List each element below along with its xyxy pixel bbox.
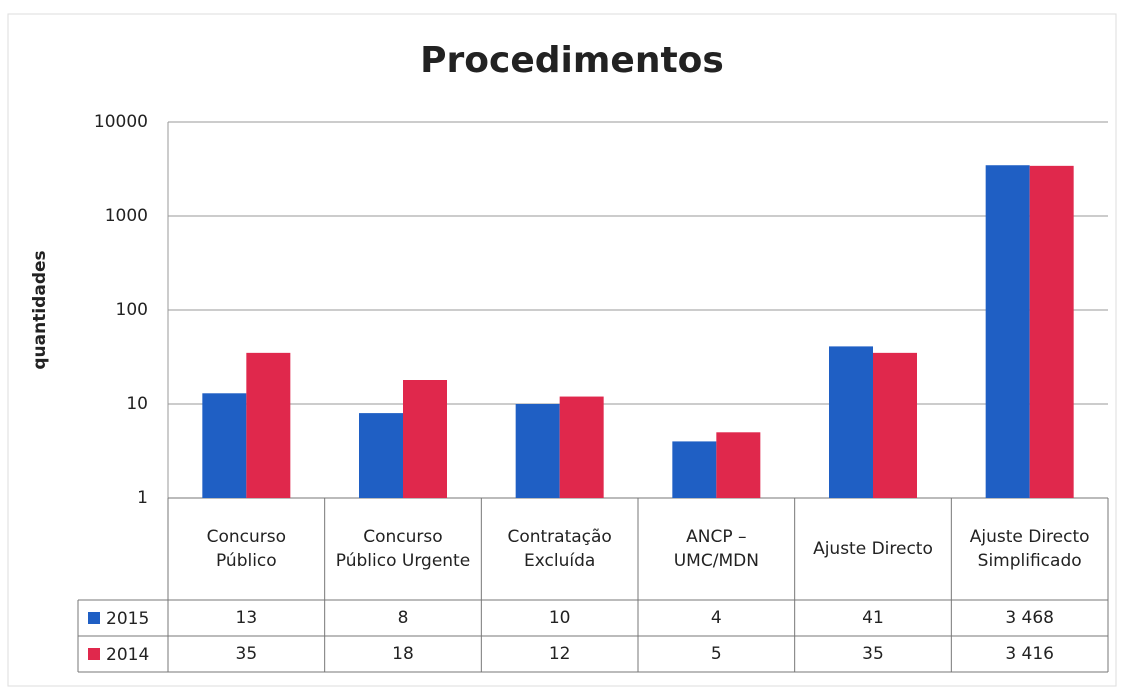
bar [985,165,1030,499]
bar [359,413,403,498]
data-label: 3 416 [1005,644,1054,664]
y-axis-label: quantidades [30,250,50,369]
data-label: 8 [397,608,409,628]
data-label: 4 [710,608,722,628]
data-label: 18 [392,644,414,664]
bar [873,352,917,498]
bar [716,432,761,498]
bar [1029,165,1074,499]
data-label: 5 [710,644,722,664]
y-tick-label: 1000 [105,206,148,226]
y-tick-label: 1 [137,488,148,508]
data-label: 12 [548,644,571,664]
data-label: 3 468 [1005,608,1054,628]
x-tick-label: Ajuste Directo Simplificado [969,527,1090,571]
bar [246,352,291,498]
legend-swatch [88,612,100,624]
x-tick-label: ANCP – UMC/MDN [673,527,759,571]
legend-label: 2014 [106,645,149,665]
data-label: 13 [235,608,258,628]
legend-swatch [88,648,100,660]
y-tick-label: 10000 [94,112,148,132]
y-tick-label: 100 [116,300,148,320]
chart-frame [7,13,1117,687]
bar [672,441,717,498]
data-label: 41 [862,608,884,628]
legend-label: 2015 [106,609,149,629]
bar [829,346,873,498]
bar [403,380,447,498]
bar [515,404,560,498]
data-label: 35 [235,644,258,664]
x-tick-label: Contratação Excluída [507,527,612,571]
data-label: 10 [548,608,571,628]
x-tick-label: Concurso Público Urgente [335,527,471,571]
bar [559,396,604,498]
x-tick-label: Ajuste Directo [813,539,933,559]
chart-title: Procedimentos [420,40,724,81]
x-tick-label: Concurso Público [206,527,287,571]
y-tick-label: 10 [126,394,148,414]
data-label: 35 [862,644,884,664]
bar [202,393,247,498]
